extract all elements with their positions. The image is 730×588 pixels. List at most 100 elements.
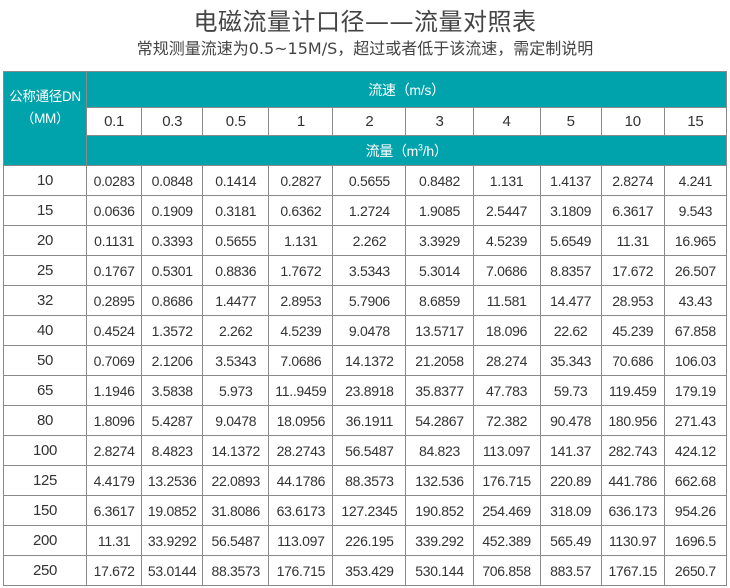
flow-cell: 45.239 — [600, 315, 665, 346]
flow-cell: 4.5239 — [472, 225, 541, 256]
flow-cell: 113.097 — [268, 525, 334, 556]
dn-cell: 20 — [2, 225, 88, 256]
velocity-cell: 10 — [600, 107, 665, 136]
flow-header-label: 流量（m — [365, 142, 419, 159]
flow-cell: 2.5447 — [472, 195, 541, 226]
flow-cell: 35.8377 — [405, 375, 474, 406]
dn-cell: 50 — [2, 345, 88, 376]
dn-cell: 125 — [2, 465, 88, 496]
flow-cell: 5.3014 — [405, 255, 474, 286]
flow-cell: 16.965 — [663, 225, 728, 256]
flow-cell: 3.5343 — [202, 345, 270, 376]
flow-cell: 14.477 — [539, 285, 602, 316]
dn-cell: 15 — [2, 195, 88, 226]
flow-cell: 5.7906 — [332, 285, 407, 316]
velocity-cell: 1 — [268, 107, 334, 136]
velocity-cell: 15 — [663, 107, 728, 136]
flow-cell: 8.4823 — [141, 435, 204, 466]
table-row: 150 6.3617 19.0852 31.8086 63.6173 127.2345 19… — [2, 495, 728, 526]
flow-cell: 9.0478 — [202, 405, 270, 436]
flow-header: 流量（m3/h） — [86, 135, 727, 166]
flow-cell: 23.8918 — [332, 375, 407, 406]
table-row: 200 11.31 33.9292 56.5487 113.097 226.195 339.… — [2, 525, 728, 556]
page-subtitle: 常规测量流速为0.5~15M/S，超过或者低于该流速，需定制说明 — [136, 39, 594, 58]
flow-cell: 1.131 — [472, 165, 541, 196]
flow-cell: 84.823 — [405, 435, 474, 466]
flow-cell: 2.8953 — [268, 285, 334, 316]
flow-cell: 28.274 — [472, 345, 541, 376]
flow-cell: 59.73 — [539, 375, 602, 406]
flow-cell: 2.262 — [332, 225, 407, 256]
dn-cell: 40 — [2, 315, 88, 346]
flow-cell: 1.9085 — [405, 195, 474, 226]
flow-cell: 26.507 — [663, 255, 728, 286]
flow-cell: 0.0848 — [141, 165, 204, 196]
dn-cell: 200 — [2, 525, 88, 556]
dn-cell: 150 — [2, 495, 88, 526]
flow-cell: 1696.5 — [663, 525, 728, 556]
flow-cell: 282.743 — [600, 435, 665, 466]
flow-cell: 11.581 — [472, 285, 541, 316]
flow-cell: 1.2724 — [332, 195, 407, 226]
flow-cell: 226.195 — [332, 525, 407, 556]
flow-cell: 90.478 — [539, 405, 602, 436]
flow-cell: 0.4524 — [86, 315, 143, 346]
flow-cell: 19.0852 — [141, 495, 204, 526]
table-row: 80 1.8096 5.4287 9.0478 18.0956 36.1911 54.286… — [2, 405, 728, 436]
flow-cell: 2.8274 — [86, 435, 143, 466]
flow-cell: 11.31 — [86, 525, 143, 556]
flow-cell: 1.4477 — [202, 285, 270, 316]
flow-cell: 883.57 — [539, 555, 602, 586]
table-row: 10 0.0283 0.0848 0.1414 0.2827 0.5655 0.8482 1.… — [2, 165, 728, 196]
flow-cell: 0.8836 — [202, 255, 270, 286]
table-row: 20 0.1131 0.3393 0.5655 1.131 2.262 3.3929 4.52… — [2, 225, 728, 256]
flow-cell: 53.0144 — [141, 555, 204, 586]
flow-cell: 33.9292 — [141, 525, 204, 556]
dn-cell: 100 — [2, 435, 88, 466]
flow-cell: 35.343 — [539, 345, 602, 376]
dn-header: 公称通径DN （MM） — [2, 71, 88, 166]
flow-cell: 2650.7 — [663, 555, 728, 586]
flow-cell: 441.786 — [600, 465, 665, 496]
flow-cell: 9.543 — [663, 195, 728, 226]
flow-cell: 88.3573 — [332, 465, 407, 496]
flow-cell: 2.1206 — [141, 345, 204, 376]
flow-cell: 127.2345 — [332, 495, 407, 526]
flow-cell: 8.6859 — [405, 285, 474, 316]
flow-cell: 0.2827 — [268, 165, 334, 196]
flow-cell: 0.2895 — [86, 285, 143, 316]
flow-cell: 7.0686 — [472, 255, 541, 286]
flow-header-sup: 3 — [418, 141, 423, 152]
velocity-cell: 0.5 — [202, 107, 270, 136]
flow-cell: 106.03 — [663, 345, 728, 376]
flow-cell: 339.292 — [405, 525, 474, 556]
flow-cell: 72.382 — [472, 405, 541, 436]
flow-cell: 0.3393 — [141, 225, 204, 256]
flow-cell: 18.0956 — [268, 405, 334, 436]
flow-cell: 7.0686 — [268, 345, 334, 376]
page-title: 电磁流量计口径——流量对照表 — [193, 8, 537, 36]
flow-cell: 113.097 — [472, 435, 541, 466]
flow-cell: 706.858 — [472, 555, 541, 586]
table-row: 50 0.7069 2.1206 3.5343 7.0686 14.1372 21.2058… — [2, 345, 728, 376]
flow-cell: 3.5343 — [332, 255, 407, 286]
flow-cell: 636.173 — [600, 495, 665, 526]
flow-cell: 44.1786 — [268, 465, 334, 496]
flow-cell: 0.0283 — [86, 165, 143, 196]
dn-cell: 10 — [2, 165, 88, 196]
table-row: 32 0.2895 0.8686 1.4477 2.8953 5.7906 8.6859 11… — [2, 285, 728, 316]
flow-cell: 180.956 — [600, 405, 665, 436]
flow-cell: 3.1809 — [539, 195, 602, 226]
flow-cell: 176.715 — [472, 465, 541, 496]
flow-cell: 31.8086 — [202, 495, 270, 526]
flow-cell: 132.536 — [405, 465, 474, 496]
flow-cell: 1.7672 — [268, 255, 334, 286]
table-row: 15 0.0636 0.1909 0.3181 0.6362 1.2724 1.9085 2.… — [2, 195, 728, 226]
flow-cell: 424.12 — [663, 435, 728, 466]
flow-cell: 11..9459 — [268, 375, 334, 406]
dn-cell: 65 — [2, 375, 88, 406]
flow-cell: 0.1414 — [202, 165, 270, 196]
table-row: 40 0.4524 1.3572 2.262 4.5239 9.0478 13.5717 18… — [2, 315, 728, 346]
flow-cell: 1767.15 — [600, 555, 665, 586]
velocity-values-row: 0.1 0.3 0.5 1 2 3 4 5 10 15 — [4, 107, 728, 136]
